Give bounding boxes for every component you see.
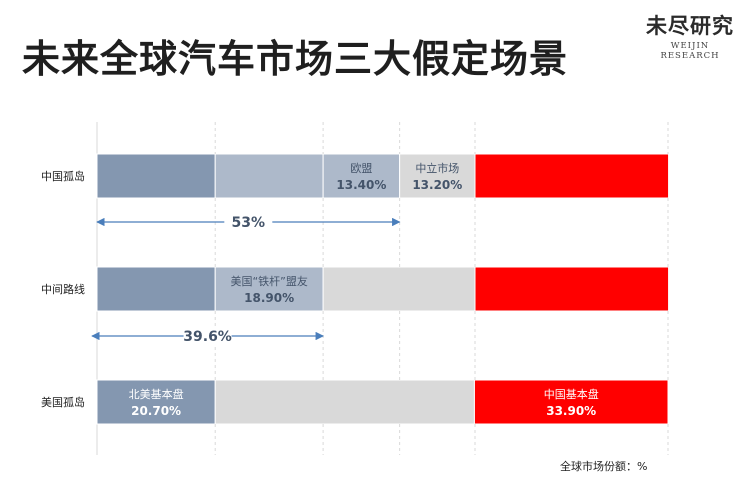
segment-value-label: 33.90% xyxy=(546,404,596,418)
segment-value-label: 18.90% xyxy=(244,291,294,305)
bar-segment xyxy=(399,153,476,199)
bracket-label: 39.6% xyxy=(183,329,232,345)
unit-footnote: 全球市场份额：% xyxy=(560,460,648,473)
category-label: 美国孤岛 xyxy=(41,395,85,409)
bar-segment xyxy=(96,153,216,199)
segment-value-label: 13.20% xyxy=(412,178,462,192)
segment-name-label: 欧盟 xyxy=(350,162,372,175)
segment-name-label: 北美基本盘 xyxy=(129,387,184,401)
bar-segment xyxy=(322,266,476,312)
bar-segment xyxy=(473,379,669,425)
bracket-label-bg xyxy=(224,213,273,231)
segment-value-label: 13.40% xyxy=(336,178,386,192)
segment-name-label: 美国“铁杆”盟友 xyxy=(230,274,307,288)
bracket-label-bg xyxy=(183,327,232,345)
bracket-label: 53% xyxy=(232,215,266,231)
bar-segment xyxy=(474,153,670,199)
bar-segment xyxy=(474,266,670,312)
bar-segment xyxy=(96,379,216,425)
brand-logo: 未尽研究 WEIJIN RESEARCH xyxy=(640,10,740,61)
logo-chinese-text: 未尽研究 xyxy=(646,13,734,38)
bar-segment xyxy=(96,266,216,312)
segment-value-label: 20.70% xyxy=(131,404,181,418)
page-title: 未来全球汽车市场三大假定场景 xyxy=(22,37,569,81)
bar-segment xyxy=(214,379,475,425)
segment-name-label: 中立市场 xyxy=(415,161,459,175)
segment-name-label: 中国基本盘 xyxy=(544,387,599,401)
category-label: 中国孤岛 xyxy=(41,169,85,183)
category-label: 中间路线 xyxy=(41,282,85,296)
bar-segment xyxy=(214,266,324,312)
logo-english-text: WEIJIN RESEARCH xyxy=(660,41,720,61)
bar-segment xyxy=(214,153,324,199)
